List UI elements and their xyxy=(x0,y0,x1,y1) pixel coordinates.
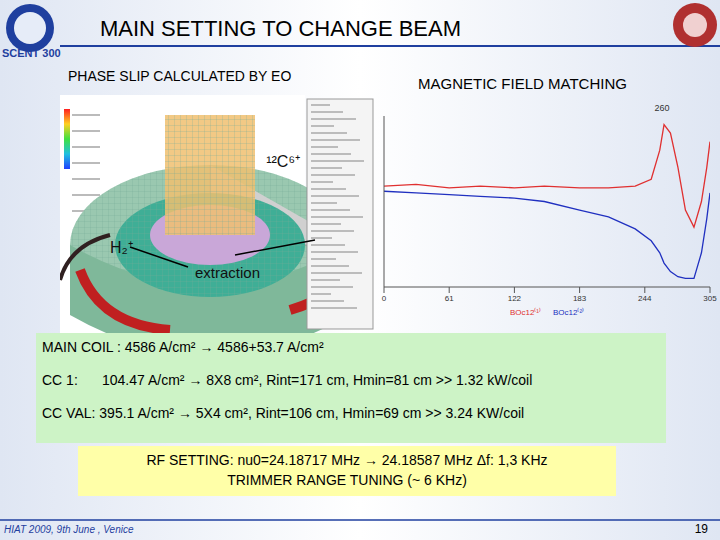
svg-text:61: 61 xyxy=(445,294,454,303)
html-text:BOc12⁽¹⁾: BOc12⁽¹⁾ xyxy=(509,308,541,317)
html-text:HIAT 2009, 9th June , Venice: HIAT 2009, 9th June , Venice xyxy=(4,524,134,535)
html-text:19: 19 xyxy=(694,522,708,536)
html-text:MAIN SETTING TO CHANGE BEAM: MAIN SETTING TO CHANGE BEAM xyxy=(100,16,461,41)
svg-text:extraction: extraction xyxy=(195,264,260,281)
svg-text:H₂⁺: H₂⁺ xyxy=(110,239,133,256)
html-text:MAIN COIL : 4586 A/cm² → 4586+: MAIN COIL : 4586 A/cm² → 4586+53.7 A/cm² xyxy=(42,339,324,355)
html-text:TRIMMER RANGE TUNING (~ 6 KHz): TRIMMER RANGE TUNING (~ 6 KHz) xyxy=(227,472,467,488)
html-text:MAGNETIC FIELD MATCHING: MAGNETIC FIELD MATCHING xyxy=(418,75,627,92)
html-text:CC 1:: CC 1: xyxy=(42,372,78,388)
html-text:RF SETTING: nu0=24.18717 MHz →: RF SETTING: nu0=24.18717 MHz → 24.18587 … xyxy=(146,452,548,468)
svg-text:122: 122 xyxy=(508,294,522,303)
svg-text:260: 260 xyxy=(654,103,669,113)
html-text:PHASE SLIP CALCULATED BY EO: PHASE SLIP CALCULATED BY EO xyxy=(68,68,292,84)
svg-text:¹²C⁶⁺: ¹²C⁶⁺ xyxy=(266,153,300,170)
html-text:SCENT 300: SCENT 300 xyxy=(2,47,61,59)
html-text:BOc12⁽²⁾: BOc12⁽²⁾ xyxy=(553,308,585,317)
html-text:104.47 A/cm² → 8X8 cm², Rint=1: 104.47 A/cm² → 8X8 cm², Rint=171 cm, Hmi… xyxy=(102,372,533,388)
svg-text:0: 0 xyxy=(382,294,387,303)
svg-text:305: 305 xyxy=(703,294,712,303)
html-text:CC VAL: 395.1 A/cm² → 5X4 cm²,: CC VAL: 395.1 A/cm² → 5X4 cm², Rint=106 … xyxy=(42,405,525,421)
svg-text:244: 244 xyxy=(638,294,652,303)
svg-text:183: 183 xyxy=(573,294,587,303)
